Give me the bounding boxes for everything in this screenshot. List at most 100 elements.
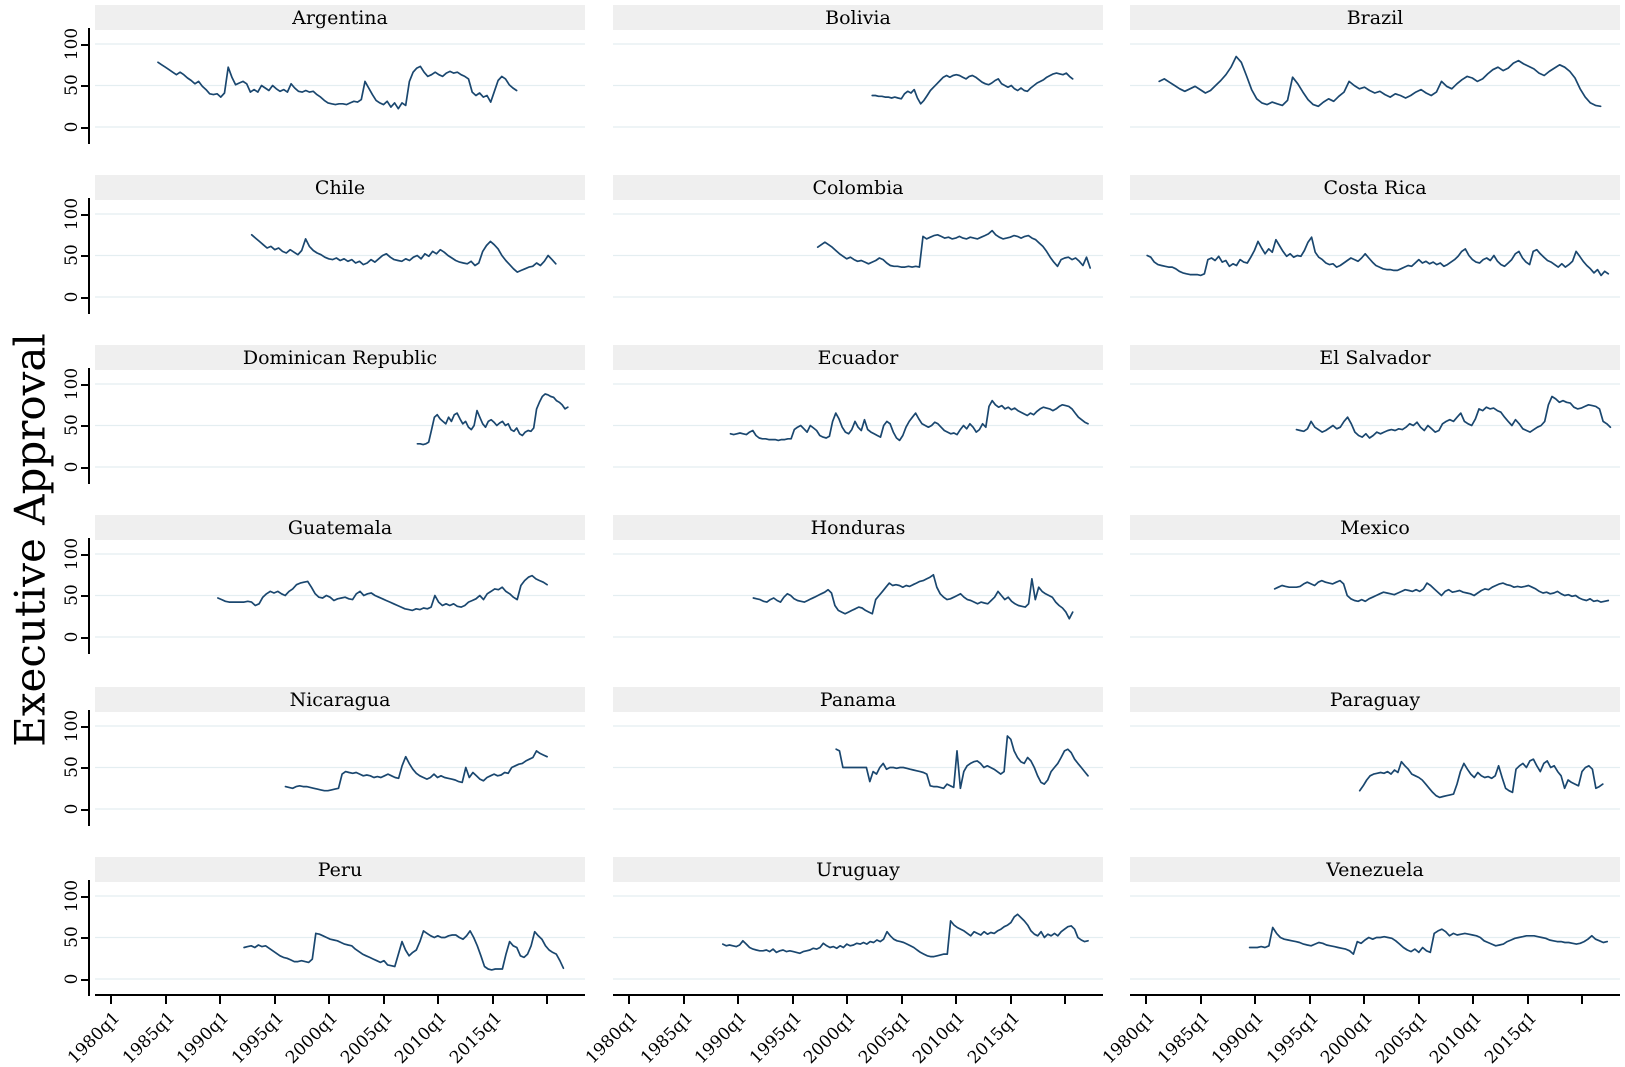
y-tick-label: 0 — [62, 461, 82, 473]
x-tick-mark — [846, 996, 848, 1004]
y-tick-label: 0 — [62, 121, 82, 133]
line-chart-guatemala — [95, 540, 585, 652]
x-tick-mark — [1145, 996, 1147, 1004]
x-tick-label: 1990q1 — [173, 1008, 234, 1067]
panel-nicaragua: Nicaragua — [95, 687, 585, 824]
line-chart-uruguay — [613, 882, 1103, 994]
x-tick-mark — [437, 996, 439, 1004]
x-tick-label: 2005q1 — [336, 1008, 397, 1067]
line-chart-panama — [613, 712, 1103, 824]
panel-honduras: Honduras — [613, 515, 1103, 652]
x-tick-label: 2000q1 — [1317, 1008, 1378, 1067]
y-tick-label: 50 — [62, 74, 82, 96]
line-chart-venezuela — [1130, 882, 1620, 994]
x-tick-mark — [1417, 996, 1420, 1004]
panel-title: Costa Rica — [1130, 175, 1620, 200]
line-chart-chile — [95, 200, 585, 312]
line-chart-argentina — [95, 30, 585, 142]
panel-title: Paraguay — [1130, 687, 1620, 712]
panel-title: Uruguay — [613, 857, 1103, 882]
x-tick-label: 1985q1 — [118, 1008, 179, 1067]
panel-title: Peru — [95, 857, 585, 882]
panel-dominican-republic: Dominican Republic — [95, 345, 585, 482]
y-tick-label: 50 — [62, 584, 82, 606]
panel-title: Brazil — [1130, 5, 1620, 30]
line-chart-peru — [95, 882, 585, 994]
x-tick-mark — [1363, 996, 1365, 1004]
x-tick-mark — [1472, 996, 1474, 1004]
x-tick-label: 1990q1 — [1208, 1008, 1269, 1067]
line-chart-el-salvador — [1130, 370, 1620, 482]
panel-colombia: Colombia — [613, 175, 1103, 312]
panel-paraguay: Paraguay — [1130, 687, 1620, 824]
x-tick-label: 1980q1 — [1099, 1008, 1160, 1067]
x-tick-mark — [219, 996, 221, 1004]
panel-el-salvador: El Salvador — [1130, 345, 1620, 482]
x-tick-mark — [1526, 996, 1529, 1004]
y-tick-label: 50 — [62, 244, 82, 266]
y-axis: 100 50 0 — [62, 880, 90, 996]
line-chart-colombia — [613, 200, 1103, 312]
line-chart-brazil — [1130, 30, 1620, 142]
y-tick-label: 0 — [62, 973, 82, 985]
x-axis: 1980q1 1985q1 1990q1 1995q1 2000q1 2005q1 2010… — [582, 994, 1103, 1067]
x-axis: 1980q1 1985q1 1990q1 1995q1 2000q1 2005q1 2010… — [64, 994, 585, 1067]
x-tick-label: 2000q1 — [282, 1008, 343, 1067]
x-tick-mark — [491, 996, 494, 1004]
x-tick-mark — [1009, 996, 1012, 1004]
panel-chile: Chile — [95, 175, 585, 312]
panel-guatemala: Guatemala — [95, 515, 585, 652]
y-tick-label: 0 — [62, 291, 82, 303]
panel-brazil: Brazil — [1130, 5, 1620, 142]
line-chart-bolivia — [613, 30, 1103, 142]
x-tick-label: 2010q1 — [909, 1008, 970, 1067]
panel-title: Venezuela — [1130, 857, 1620, 882]
x-tick-label: 1980q1 — [64, 1008, 125, 1067]
y-axis: 100 50 0 — [62, 538, 90, 654]
y-tick-label: 100 — [62, 367, 82, 401]
line-chart-honduras — [613, 540, 1103, 652]
x-tick-mark — [682, 996, 685, 1004]
x-tick-mark — [1254, 996, 1256, 1004]
x-tick-mark — [955, 996, 957, 1004]
x-tick-mark — [1308, 996, 1311, 1004]
line-chart-ecuador — [613, 370, 1103, 482]
y-tick-label: 50 — [62, 926, 82, 948]
x-tick-mark — [382, 996, 385, 1004]
y-tick-label: 50 — [62, 414, 82, 436]
y-tick-label: 100 — [62, 537, 82, 571]
x-tick-mark — [628, 996, 630, 1004]
line-chart-paraguay — [1130, 712, 1620, 824]
x-tick-label: 2010q1 — [391, 1008, 452, 1067]
x-tick-label: 2015q1 — [1480, 1008, 1541, 1067]
x-tick-label: 2015q1 — [963, 1008, 1024, 1067]
y-tick-label: 100 — [62, 27, 82, 61]
x-tick-mark — [791, 996, 794, 1004]
x-tick-label: 1985q1 — [636, 1008, 697, 1067]
y-tick-label: 50 — [62, 756, 82, 778]
x-tick-mark — [164, 996, 167, 1004]
y-axis: 100 50 0 — [62, 198, 90, 314]
line-chart-dominican-republic — [95, 370, 585, 482]
x-tick-mark — [737, 996, 739, 1004]
x-tick-label: 2015q1 — [445, 1008, 506, 1067]
panel-bolivia: Bolivia — [613, 5, 1103, 142]
x-tick-label: 2005q1 — [854, 1008, 915, 1067]
panel-title: Colombia — [613, 175, 1103, 200]
panel-title: Honduras — [613, 515, 1103, 540]
y-tick-label: 100 — [62, 879, 82, 913]
x-tick-label: 2010q1 — [1426, 1008, 1487, 1067]
panel-title: Guatemala — [95, 515, 585, 540]
x-tick-label: 1995q1 — [1262, 1008, 1323, 1067]
panel-title: Bolivia — [613, 5, 1103, 30]
y-tick-label: 0 — [62, 631, 82, 643]
y-tick-label: 100 — [62, 709, 82, 743]
panel-argentina: Argentina — [95, 5, 585, 142]
panel-title: Chile — [95, 175, 585, 200]
x-tick-mark — [110, 996, 112, 1004]
x-tick-mark — [900, 996, 903, 1004]
y-tick-label: 100 — [62, 197, 82, 231]
panel-title: Ecuador — [613, 345, 1103, 370]
x-tick-label: 1990q1 — [691, 1008, 752, 1067]
